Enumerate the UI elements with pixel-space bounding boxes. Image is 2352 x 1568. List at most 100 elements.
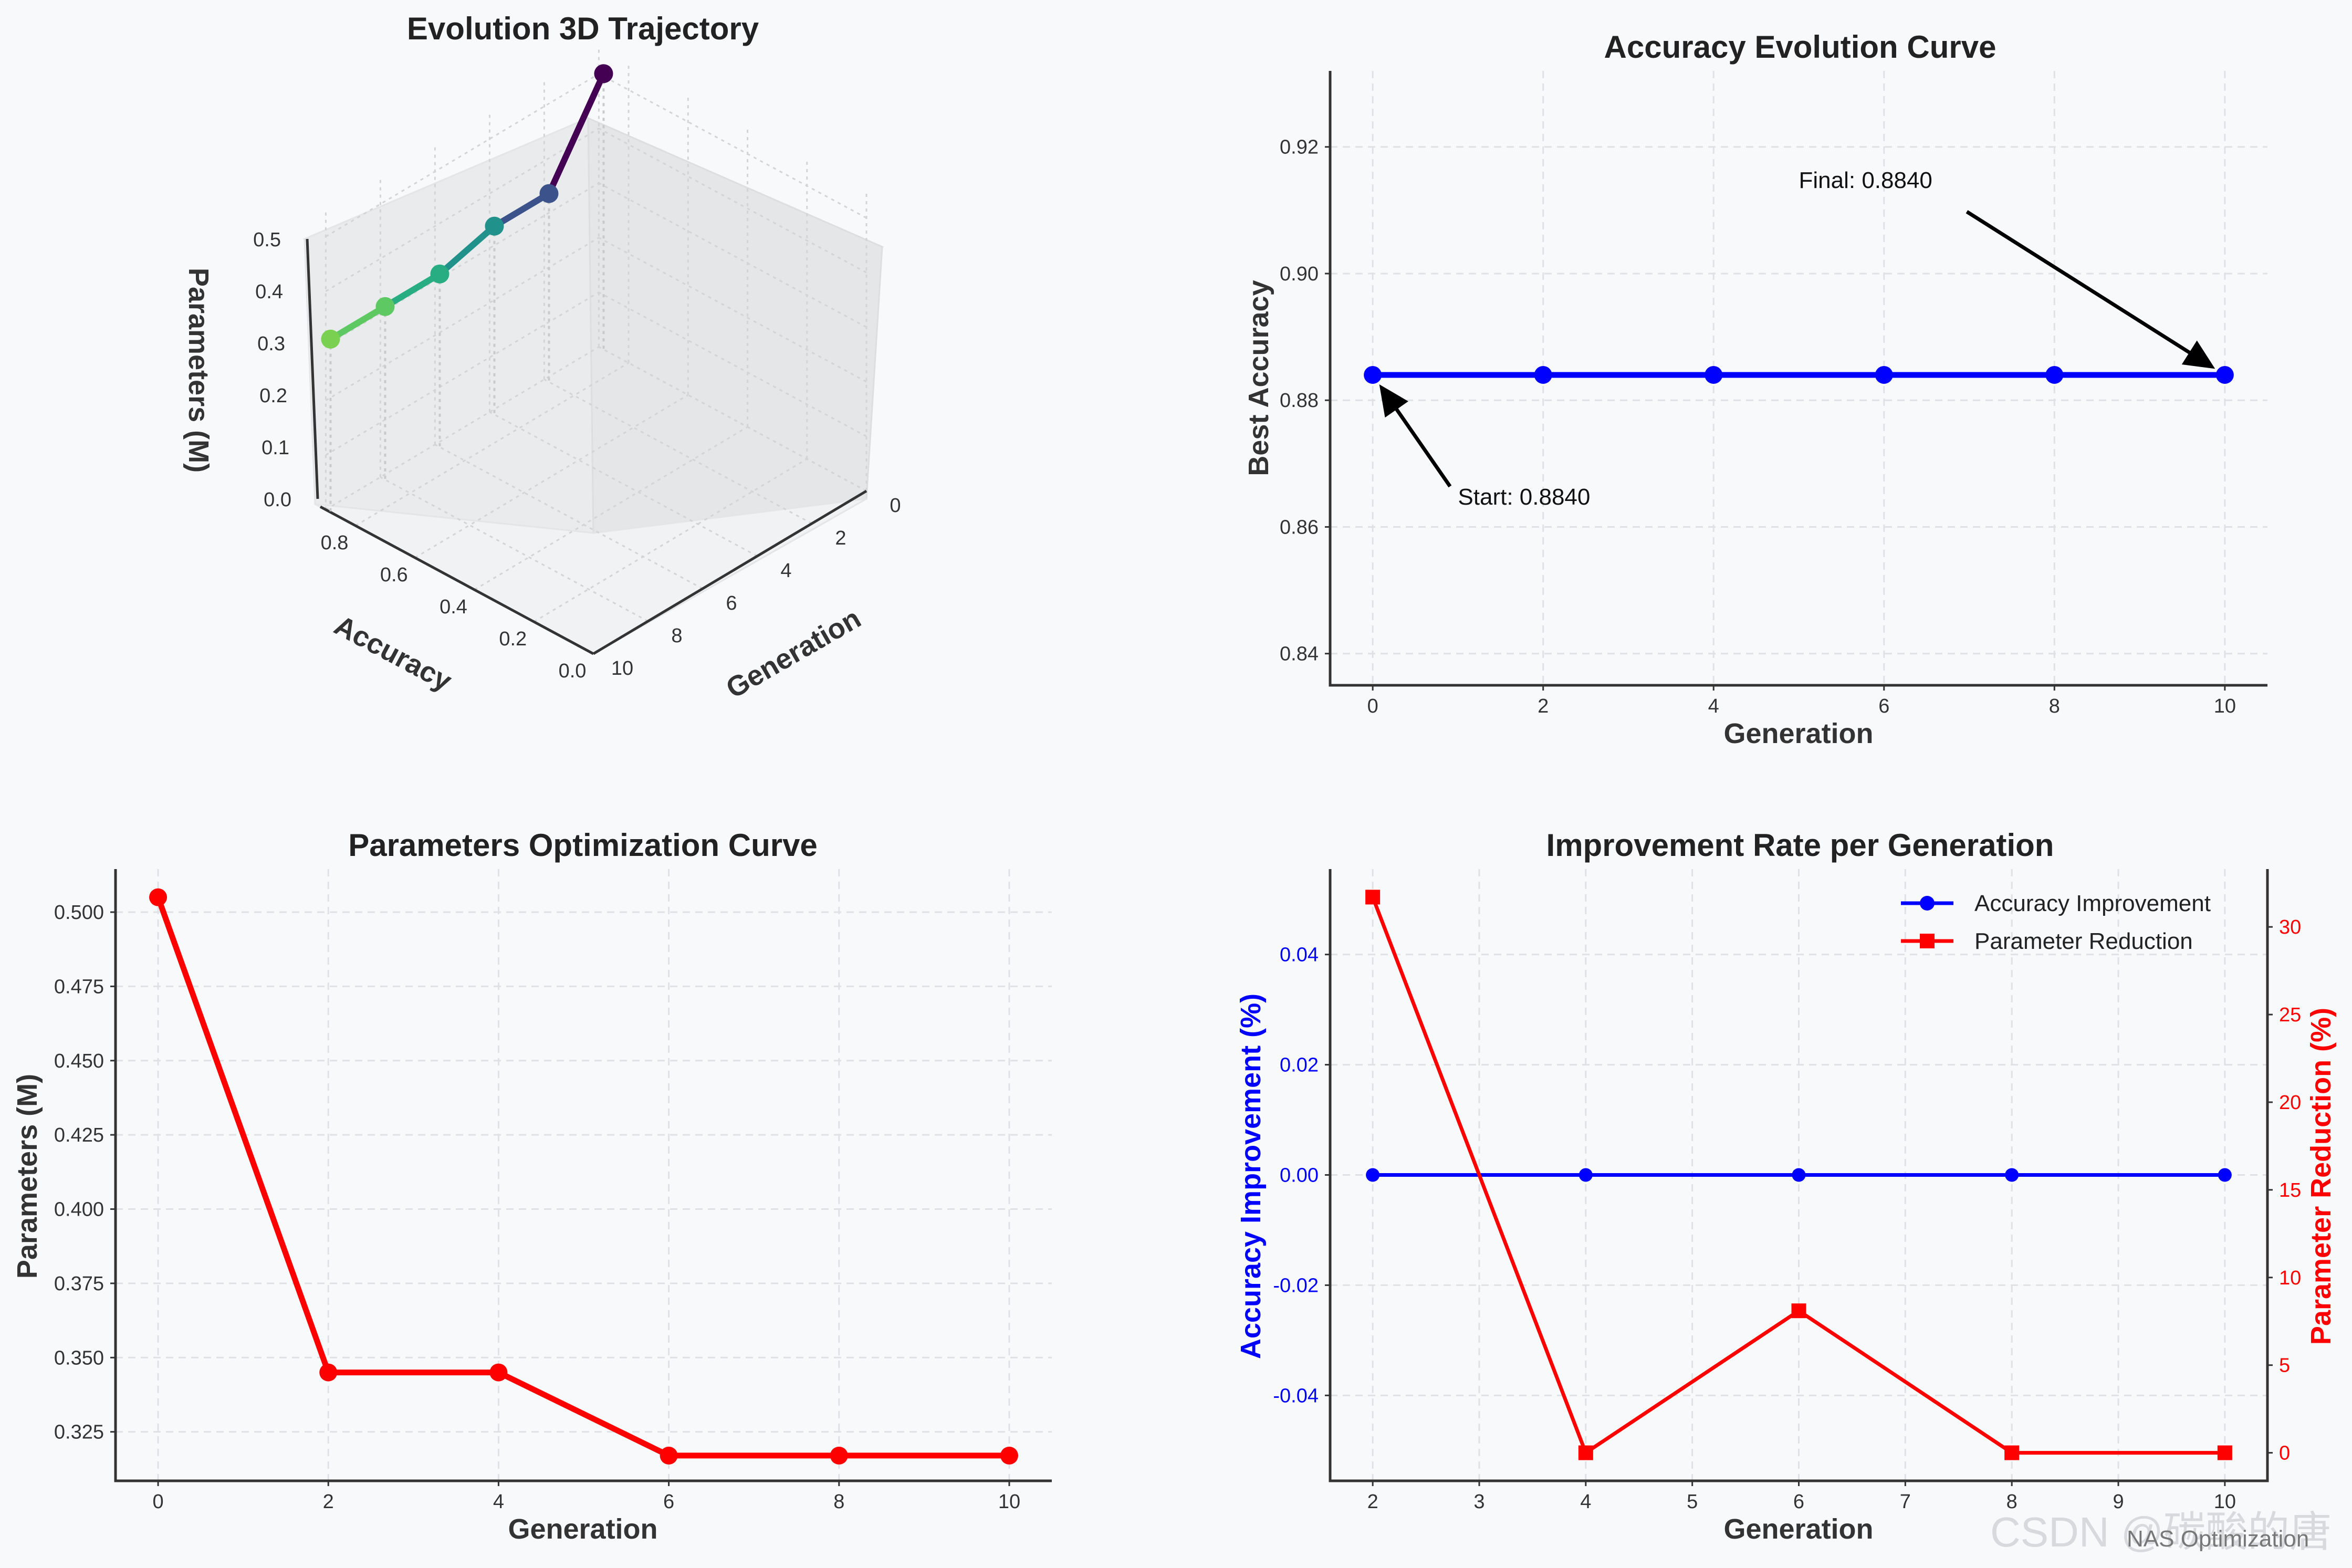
trajectory-series bbox=[321, 64, 613, 513]
x-tick-label: 10 bbox=[2214, 695, 2236, 717]
y-tick-label: 0.90 bbox=[1280, 263, 1319, 285]
y-tick-label: 0.88 bbox=[1280, 390, 1319, 412]
legend-label-parameter: Parameter Reduction bbox=[1974, 928, 2193, 954]
y-tick-label: 0.500 bbox=[54, 902, 104, 924]
z-tick-label: 0.0 bbox=[264, 489, 291, 511]
y2-tick-label: 10 bbox=[2279, 1267, 2301, 1289]
chart-title: Accuracy Evolution Curve bbox=[1604, 29, 1996, 65]
trajectory-point bbox=[375, 297, 395, 316]
legend-marker-accuracy bbox=[1920, 896, 1935, 911]
y-tick-label: 0.450 bbox=[54, 1050, 104, 1072]
accuracy-improvement-point bbox=[1792, 1168, 1806, 1182]
grid bbox=[116, 869, 1052, 1481]
parameter-reduction-point bbox=[2217, 1445, 2232, 1460]
z-axis-label: Parameters (M) bbox=[183, 268, 214, 473]
x-tick-label: 2 bbox=[1538, 695, 1549, 717]
x-tick-label: 0 bbox=[890, 495, 901, 517]
x-tick-label: 2 bbox=[835, 527, 846, 549]
accuracy-improvement-point bbox=[1366, 1168, 1380, 1182]
trajectory-segment bbox=[546, 70, 607, 197]
y-tick-label: 0.350 bbox=[54, 1347, 104, 1369]
annotation-arrow-shaft bbox=[1966, 210, 2199, 359]
y-tick-label: 0.6 bbox=[380, 564, 408, 586]
trajectory-segment bbox=[436, 223, 498, 277]
parameters-point bbox=[319, 1363, 338, 1382]
x-tick-label: 0 bbox=[152, 1491, 163, 1513]
x-tick-label: 6 bbox=[726, 592, 737, 614]
y2-tick-label: 25 bbox=[2279, 1004, 2301, 1026]
watermark-subtext: NAS Optimization bbox=[2127, 1526, 2309, 1552]
annotation-arrow-shaft bbox=[1389, 400, 1452, 488]
parameters-point bbox=[1000, 1446, 1018, 1465]
panel-3d-trajectory: Evolution 3D Trajectory 0 2 4 6 8 10 0.0 0.2 0.4… bbox=[183, 11, 901, 705]
y-tick-label: 0.475 bbox=[54, 976, 104, 998]
axes-frame bbox=[1329, 71, 2267, 687]
chart-title: Improvement Rate per Generation bbox=[1546, 828, 2054, 863]
y-axis-label: Accuracy bbox=[329, 610, 457, 697]
grid bbox=[1330, 71, 2267, 685]
trajectory-segment bbox=[327, 303, 389, 342]
panel-parameters-optimization: Parameters Optimization Curve 0 2 4 6 8 10 0.3… bbox=[12, 828, 1052, 1545]
trajectory-segment bbox=[491, 190, 552, 229]
grid-line-3d bbox=[355, 362, 629, 527]
x-tick-label: 0 bbox=[1367, 695, 1378, 717]
y-tick-label: 0.2 bbox=[499, 628, 527, 650]
trajectory-point bbox=[594, 64, 613, 83]
accuracy-point bbox=[1875, 365, 1893, 384]
y-tick-label: 0.00 bbox=[1280, 1165, 1319, 1187]
y-tick-label: -0.02 bbox=[1273, 1274, 1319, 1297]
x-tick-label: 6 bbox=[1878, 695, 1889, 717]
y2-axis-label: Parameter Reduction (%) bbox=[2305, 1008, 2337, 1345]
x-tick-label: 6 bbox=[1793, 1491, 1804, 1513]
improvement-series bbox=[1365, 890, 2232, 1460]
y-tick-label: 0.425 bbox=[54, 1124, 104, 1146]
x-tick-label: 8 bbox=[2049, 695, 2060, 717]
trajectory-segment bbox=[382, 270, 443, 310]
x-tick-label: 4 bbox=[780, 560, 791, 582]
y-tick-label: -0.04 bbox=[1273, 1385, 1319, 1407]
x-tick-label: 6 bbox=[663, 1491, 674, 1513]
watermark: CSDN @碳酸的唐 bbox=[1990, 1509, 2332, 1555]
y-axis-label: Parameters (M) bbox=[12, 1074, 43, 1279]
y-tick-label: 0.8 bbox=[321, 532, 349, 554]
legend-marker-parameter bbox=[1920, 934, 1935, 948]
ticks-3d: 0 2 4 6 8 10 0.0 0.2 0.4 0.6 0.8 0.0 0.1 0.2 0.3 0.4 0.5 bbox=[253, 229, 901, 682]
x-tick-label: 10 bbox=[611, 657, 633, 680]
legend-label-accuracy: Accuracy Improvement bbox=[1974, 891, 2211, 916]
y-tick-label: 0.375 bbox=[54, 1273, 104, 1295]
ticks: 2 3 4 5 6 7 8 9 10 -0.04 -0.02 0.00 0.02 0.04 0 5 10 15 20… bbox=[1273, 916, 2301, 1513]
annotation-label: Start: 0.8840 bbox=[1458, 484, 1590, 510]
grid-line-3d bbox=[325, 237, 600, 401]
annotations: Start: 0.8840 Final: 0.8840 bbox=[1379, 168, 2215, 510]
grid-line-3d bbox=[325, 182, 600, 347]
x-tick-label: 9 bbox=[2113, 1491, 2124, 1513]
accuracy-series bbox=[1364, 365, 2234, 384]
y-tick-label: 0.84 bbox=[1280, 643, 1319, 665]
parameter-reduction-point bbox=[1578, 1445, 1593, 1460]
legend: Accuracy Improvement Parameter Reduction bbox=[1901, 891, 2211, 954]
trajectory-point bbox=[430, 264, 450, 284]
y-tick-label: 0.02 bbox=[1280, 1054, 1319, 1076]
y2-tick-label: 5 bbox=[2279, 1355, 2290, 1377]
grid-line-3d bbox=[533, 458, 808, 623]
accuracy-improvement-point bbox=[1579, 1168, 1593, 1182]
chart-title: Parameters Optimization Curve bbox=[348, 828, 818, 863]
z-tick-label: 0.5 bbox=[253, 229, 281, 251]
grid-line-3d bbox=[474, 426, 748, 591]
parameters-line bbox=[155, 896, 1009, 1459]
parameter-reduction-point bbox=[1365, 890, 1381, 905]
y-tick-label: 0.86 bbox=[1280, 516, 1319, 538]
grid-line-3d bbox=[325, 73, 600, 237]
z-tick-label: 0.4 bbox=[255, 281, 283, 303]
y2-tick-label: 0 bbox=[2279, 1442, 2290, 1465]
accuracy-point bbox=[2215, 365, 2234, 384]
x-axis-label: Generation bbox=[1723, 718, 1873, 749]
x-axis-label: Generation bbox=[721, 602, 866, 704]
panel-accuracy-evolution: Accuracy Evolution Curve 0 2 4 6 8 10 0.84 0.86… bbox=[1243, 29, 2267, 749]
axes-frame bbox=[114, 869, 1052, 1482]
trajectory-point bbox=[485, 216, 504, 236]
accuracy-point bbox=[1534, 365, 1552, 384]
grid-line-3d bbox=[414, 394, 689, 559]
y-tick-label: 0.325 bbox=[54, 1421, 104, 1444]
